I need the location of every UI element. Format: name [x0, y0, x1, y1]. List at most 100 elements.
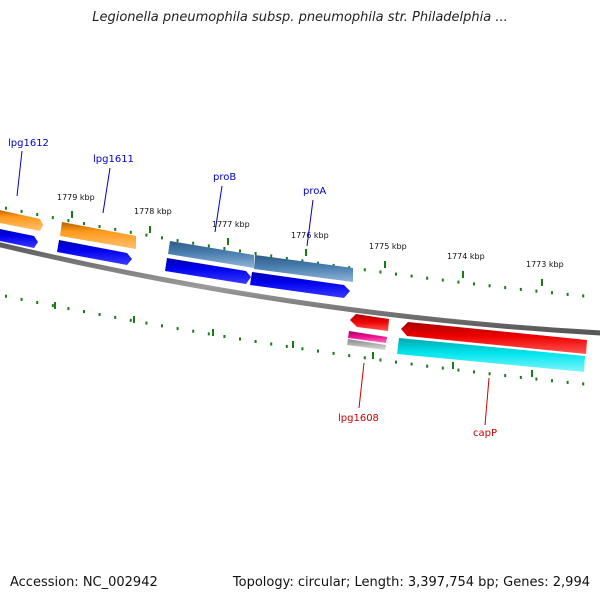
ruler-dot	[51, 304, 54, 308]
cds-lpg1611[interactable]	[57, 240, 132, 265]
ruler-dot	[519, 375, 522, 379]
ruler-dot	[457, 280, 460, 284]
ruler-dot	[207, 332, 210, 336]
gene-labels: lpg1612 lpg1611 proB proA lpg1608 capP	[8, 138, 497, 439]
ruler-dot	[519, 287, 522, 291]
ruler-dot	[551, 291, 553, 295]
gene-label[interactable]: lpg1611	[93, 154, 134, 165]
ruler-dot	[83, 310, 85, 314]
gene-label[interactable]: proA	[303, 186, 326, 197]
forward-features	[0, 209, 353, 298]
ruler-tick-label: 1774 kbp	[447, 252, 485, 261]
ruler-dot	[207, 244, 210, 248]
cds-capP[interactable]	[397, 338, 585, 372]
ruler-dot	[317, 261, 319, 265]
leader-lpg1608	[358, 362, 365, 409]
ruler-dot	[98, 313, 101, 316]
reverse-ruler-dots	[5, 294, 585, 386]
ruler-dot	[239, 337, 241, 341]
ruler-dot	[36, 213, 39, 216]
ruler-dot	[551, 379, 553, 383]
ruler-dot	[535, 289, 538, 293]
lpg1608-feature[interactable]	[347, 339, 386, 350]
gene-lpg1612[interactable]	[0, 209, 43, 231]
ruler-dot	[332, 351, 335, 355]
ruler-dot	[441, 278, 444, 282]
ruler-dot	[223, 335, 226, 338]
ruler-dot	[285, 344, 288, 348]
gene-lpg1609[interactable]	[350, 314, 389, 331]
ruler-dot	[379, 270, 382, 274]
ruler-dot	[98, 225, 101, 228]
ruler-dot	[129, 318, 132, 322]
ruler-dot	[410, 362, 413, 366]
cds-proA[interactable]	[250, 272, 350, 298]
label-leaders	[16, 150, 490, 426]
ruler-dot	[348, 354, 351, 358]
ruler-dot	[504, 286, 507, 290]
ruler-dot	[363, 356, 366, 360]
leader-lpg1612	[16, 150, 23, 197]
ruler-dot	[5, 294, 7, 298]
leader-proB	[214, 185, 223, 233]
ruler-dot	[426, 364, 429, 368]
gene-capP[interactable]	[401, 322, 587, 354]
leader-capP	[484, 377, 490, 426]
ruler-dot	[192, 241, 195, 245]
ruler-dot	[176, 327, 179, 331]
ruler-dot	[20, 209, 23, 213]
ruler-tick-label: 1778 kbp	[134, 207, 172, 216]
ruler-tick-label: 1773 kbp	[526, 260, 564, 269]
ruler-dot	[270, 254, 273, 258]
ruler-dot	[270, 342, 273, 346]
rna-feature[interactable]	[348, 331, 387, 343]
genome-backbone	[0, 242, 600, 336]
ruler-dot	[473, 370, 475, 374]
ruler-dot	[67, 219, 70, 223]
ruler-tick-label: 1779 kbp	[57, 193, 95, 202]
gene-label[interactable]: capP	[473, 428, 497, 439]
ruler-dot	[36, 301, 39, 304]
ruler-tick-label: 1777 kbp	[212, 220, 250, 229]
ruler-dot	[473, 282, 475, 286]
reverse-features	[347, 314, 587, 372]
ruler-dot	[488, 372, 491, 376]
topology-text: Topology: circular; Length: 3,397,754 bp…	[232, 575, 590, 590]
ruler-dot	[457, 368, 460, 372]
ruler-dot	[504, 374, 507, 378]
cds-lpg1612[interactable]	[0, 228, 38, 248]
ruler-dot	[20, 297, 23, 301]
gene-proB[interactable]	[168, 241, 254, 268]
ruler-dot	[254, 340, 257, 343]
ruler-dot	[566, 292, 569, 296]
ruler-dot	[145, 321, 148, 325]
cds-proB[interactable]	[165, 258, 251, 284]
ruler-dot	[254, 252, 257, 255]
ruler-dot	[535, 377, 538, 381]
ruler-tick-label: 1775 kbp	[369, 242, 407, 251]
ruler-dot	[395, 272, 397, 276]
gene-label[interactable]: proB	[213, 172, 236, 183]
ruler-dot	[332, 263, 335, 267]
ruler-dot	[582, 382, 585, 386]
gene-label[interactable]: lpg1612	[8, 138, 49, 149]
ruler-dot	[161, 236, 163, 240]
ruler-dot	[488, 284, 491, 288]
ruler-dot	[192, 329, 195, 333]
ruler-dot	[566, 380, 569, 384]
gene-lpg1611[interactable]	[60, 222, 136, 249]
ruler-dot	[395, 360, 397, 364]
ruler-dot	[301, 259, 304, 263]
accession-text: Accession: NC_002942	[10, 575, 158, 590]
ruler-dot	[51, 216, 54, 220]
ruler-dot	[83, 222, 85, 226]
map-title: Legionella pneumophila subsp. pneumophil…	[92, 10, 508, 25]
ruler-dot	[161, 324, 163, 328]
gene-proA[interactable]	[254, 255, 353, 282]
ruler-dot	[285, 256, 288, 260]
ruler-dot	[129, 230, 132, 234]
gene-label[interactable]: lpg1608	[338, 413, 379, 424]
ruler-dot	[114, 315, 117, 319]
